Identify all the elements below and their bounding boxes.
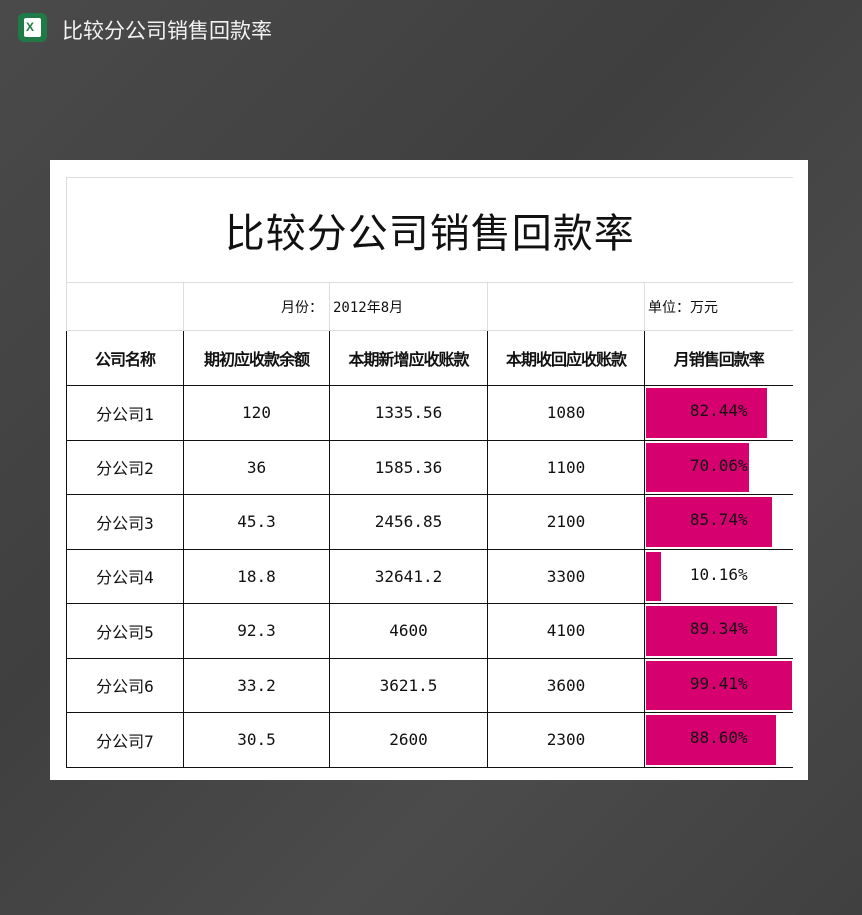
cell-rate[interactable]: 82.44% (644, 385, 793, 441)
cell-new[interactable]: 4600 (329, 603, 488, 659)
rate-value: 82.44% (689, 401, 748, 420)
cell-collected[interactable]: 1100 (487, 439, 645, 495)
header-rate: 月销售回款率 (644, 330, 793, 386)
table-row: 分公司2 36 1585.36 1100 70.06% (66, 439, 793, 495)
rate-value: 85.74% (689, 510, 748, 529)
data-bar (646, 606, 778, 656)
table-row: 分公司4 18.8 32641.2 3300 10.16% (66, 548, 793, 604)
cell-name[interactable]: 分公司4 (66, 548, 184, 604)
cell-collected[interactable]: 3300 (487, 548, 645, 604)
cell-new[interactable]: 3621.5 (329, 657, 488, 713)
cell-new[interactable]: 1585.36 (329, 439, 488, 495)
data-bar (646, 551, 661, 601)
sheet-title: 比较分公司销售回款率 (66, 177, 793, 283)
table-row: 分公司1 120 1335.56 1080 82.44% (66, 385, 793, 441)
data-bar (646, 660, 793, 710)
cell-opening[interactable]: 36 (183, 439, 330, 495)
title-bar: X 比较分公司销售回款率 (0, 0, 862, 58)
header-collected: 本期收回应收账款 (487, 330, 645, 386)
cell-collected[interactable]: 1080 (487, 385, 645, 441)
cell-collected[interactable]: 4100 (487, 603, 645, 659)
cell-new[interactable]: 2600 (329, 712, 488, 768)
data-bar (646, 388, 768, 438)
table-row: 分公司7 30.5 2600 2300 88.60% (66, 712, 793, 768)
cell-collected[interactable]: 2100 (487, 494, 645, 550)
cell-collected[interactable]: 2300 (487, 712, 645, 768)
rate-value: 10.16% (689, 564, 748, 584)
cell-opening[interactable]: 92.3 (183, 603, 330, 659)
cell-rate[interactable]: 10.16% (644, 548, 793, 604)
data-bar (646, 497, 773, 547)
cell-opening[interactable]: 18.8 (183, 548, 330, 604)
cell-opening[interactable]: 45.3 (183, 494, 330, 550)
empty-cell (66, 282, 184, 331)
cell-name[interactable]: 分公司7 (66, 712, 184, 768)
spreadsheet: 比较分公司销售回款率 月份： 2012年8月 单位：万元 公司名称 期初应收款余… (50, 160, 808, 780)
rate-value: 70.06% (689, 455, 748, 475)
table-row: 分公司6 33.2 3621.5 3600 99.41% (66, 657, 793, 713)
cell-opening[interactable]: 120 (183, 385, 330, 441)
data-bar (646, 442, 749, 492)
cell-new[interactable]: 1335.56 (329, 385, 488, 441)
header-new: 本期新增应收账款 (329, 330, 488, 386)
cell-name[interactable]: 分公司5 (66, 603, 184, 659)
table-row: 分公司3 45.3 2456.85 2100 85.74% (66, 494, 793, 550)
excel-icon: X (18, 13, 47, 42)
cell-name[interactable]: 分公司6 (66, 657, 184, 713)
rate-value: 89.34% (689, 619, 748, 638)
cell-name[interactable]: 分公司3 (66, 494, 184, 550)
cell-name[interactable]: 分公司1 (66, 385, 184, 441)
cell-rate[interactable]: 99.41% (644, 657, 793, 713)
cell-rate[interactable]: 70.06% (644, 439, 793, 495)
cell-opening[interactable]: 33.2 (183, 657, 330, 713)
cell-rate[interactable]: 85.74% (644, 494, 793, 550)
month-value: 2012年8月 (329, 282, 488, 331)
cell-new[interactable]: 32641.2 (329, 548, 488, 604)
app-title: 比较分公司销售回款率 (62, 19, 272, 43)
cell-collected[interactable]: 3600 (487, 657, 645, 713)
cell-opening[interactable]: 30.5 (183, 712, 330, 768)
data-bar (646, 715, 777, 765)
cell-name[interactable]: 分公司2 (66, 439, 184, 495)
rate-value: 88.60% (689, 728, 748, 747)
header-opening: 期初应收款余额 (183, 330, 330, 386)
month-label: 月份： (183, 282, 330, 331)
unit-label: 单位：万元 (644, 282, 793, 331)
cell-new[interactable]: 2456.85 (329, 494, 488, 550)
empty-cell (487, 282, 645, 331)
rate-value: 99.41% (689, 673, 748, 693)
table-row: 分公司5 92.3 4600 4100 89.34% (66, 603, 793, 659)
cell-rate[interactable]: 88.60% (644, 712, 793, 768)
cell-rate[interactable]: 89.34% (644, 603, 793, 659)
header-company: 公司名称 (66, 330, 184, 386)
data-table: 比较分公司销售回款率 月份： 2012年8月 单位：万元 公司名称 期初应收款余… (66, 177, 793, 768)
